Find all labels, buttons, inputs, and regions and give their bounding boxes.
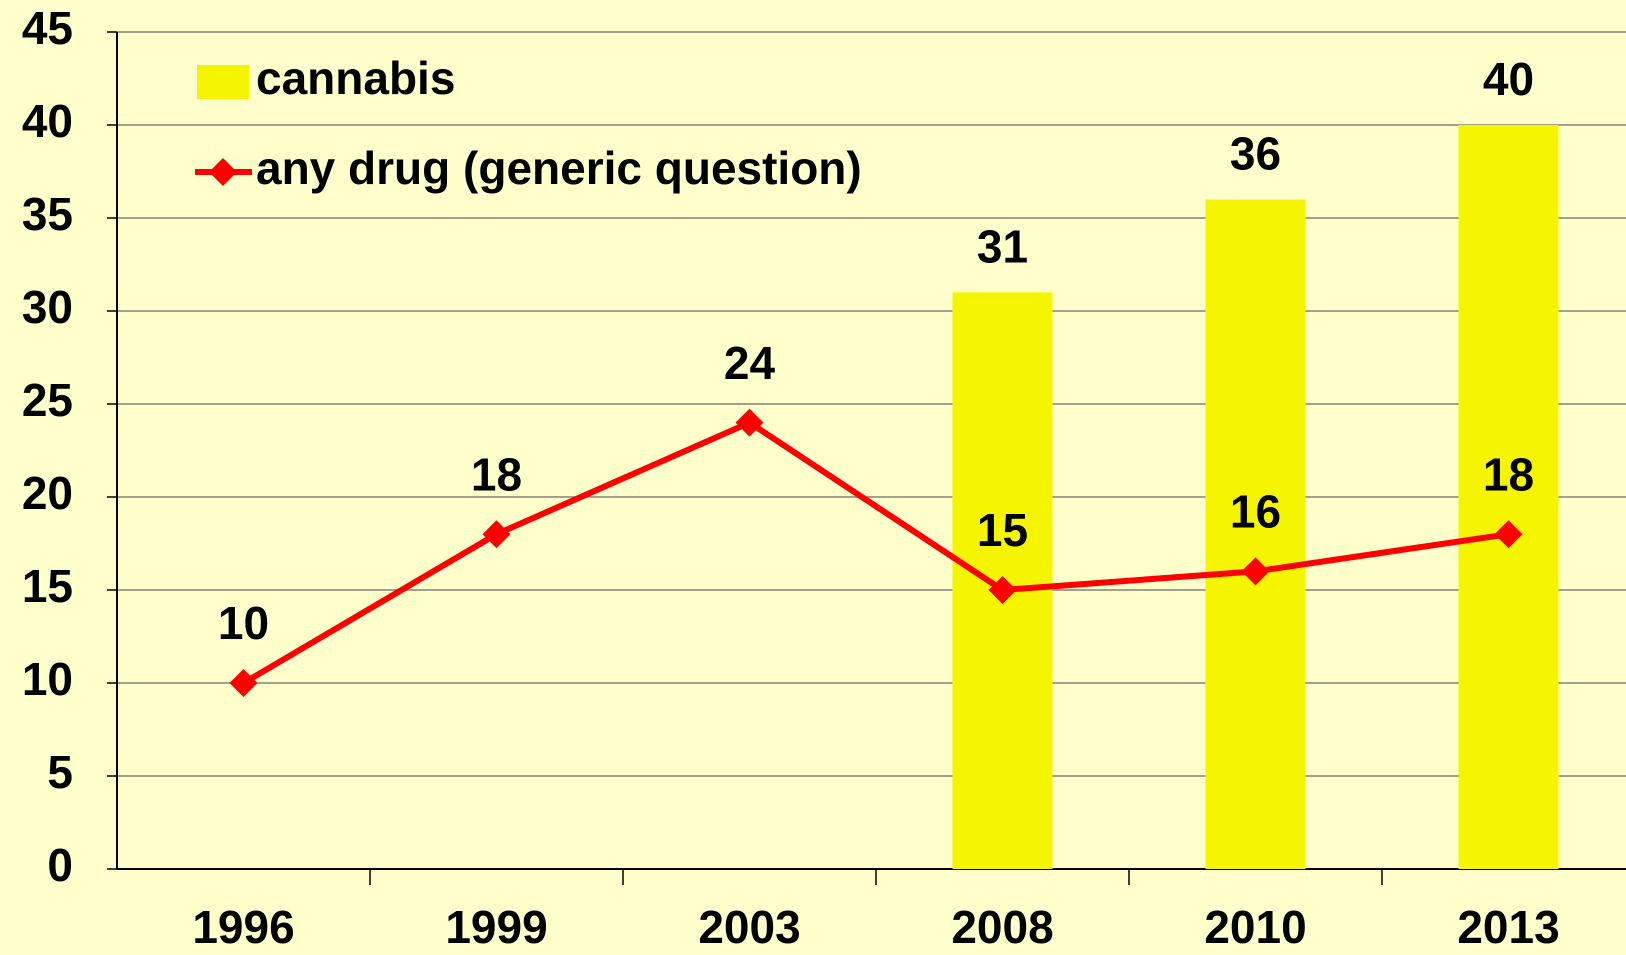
y-tick-label: 45 xyxy=(22,2,73,54)
y-tick-label: 35 xyxy=(22,188,73,240)
x-tick-label: 1999 xyxy=(445,901,547,953)
x-tick-label: 2013 xyxy=(1457,901,1559,953)
y-tick-label: 0 xyxy=(47,839,73,891)
y-tick-label: 5 xyxy=(47,746,73,798)
x-tick-label: 2003 xyxy=(698,901,800,953)
line-value-label: 24 xyxy=(724,337,776,389)
bar xyxy=(1458,125,1559,869)
line-value-label: 18 xyxy=(471,448,522,500)
y-tick-label: 20 xyxy=(22,467,73,519)
y-tick-label: 15 xyxy=(22,560,73,612)
line-marker xyxy=(1494,520,1523,549)
bar xyxy=(1205,199,1306,869)
x-tick-label: 2008 xyxy=(951,901,1053,953)
legend-label: any drug (generic question) xyxy=(256,142,862,194)
line-value-label: 10 xyxy=(218,597,269,649)
line-marker xyxy=(1241,557,1270,586)
x-tick-label: 1996 xyxy=(192,901,294,953)
x-tick-label: 2010 xyxy=(1204,901,1306,953)
line-value-label: 18 xyxy=(1483,448,1534,500)
y-tick-label: 25 xyxy=(22,374,73,426)
y-tick-label: 10 xyxy=(22,653,73,705)
bar-value-label: 31 xyxy=(977,221,1028,273)
y-tick-label: 30 xyxy=(22,281,73,333)
line-value-label: 15 xyxy=(977,504,1028,556)
line-marker xyxy=(482,520,511,549)
legend-swatch xyxy=(209,158,237,186)
line-marker xyxy=(735,408,764,437)
line xyxy=(241,419,1509,686)
line-marker xyxy=(229,669,258,697)
bar-value-label: 40 xyxy=(1483,53,1534,105)
line-value-label: 16 xyxy=(1230,486,1281,538)
bar-value-label: 36 xyxy=(1230,128,1281,180)
legend-label: cannabis xyxy=(256,52,455,104)
legend-swatch xyxy=(197,65,249,99)
y-tick-label: 40 xyxy=(22,95,73,147)
line-marker xyxy=(988,576,1017,604)
